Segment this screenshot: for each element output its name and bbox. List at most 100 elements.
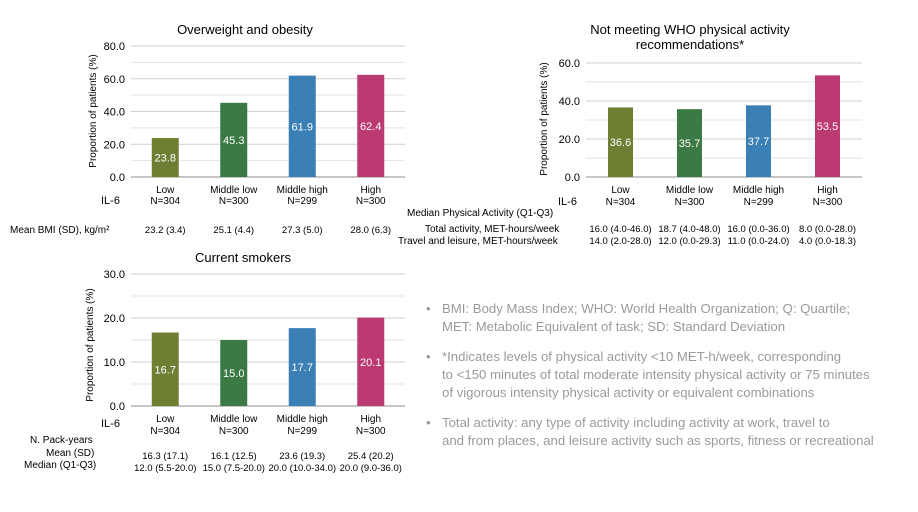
n-label: N=304 bbox=[150, 426, 180, 437]
category-label: Middle high bbox=[277, 185, 328, 196]
bar-value-label: 61.9 bbox=[292, 121, 313, 133]
n-label: N=304 bbox=[150, 196, 180, 207]
extra-value: 23.2 (3.4) bbox=[145, 225, 186, 236]
extra-value: 15.0 (7.5-20.0) bbox=[203, 463, 265, 474]
bullet-icon: • bbox=[426, 415, 431, 430]
extra-label-total-activity: Total activity, MET-hours/week bbox=[425, 224, 560, 235]
extra-value: 16.0 (4.0-46.0) bbox=[589, 224, 651, 235]
n-labels: N=304 N=300 N=299 N=300 bbox=[150, 196, 386, 207]
y-tick-label: 0.0 bbox=[565, 172, 580, 184]
n-label: N=300 bbox=[813, 197, 843, 208]
note-line: to <150 minutes of total moderate intens… bbox=[442, 367, 870, 382]
extra-label-median-q: Median (Q1-Q3) bbox=[24, 460, 96, 471]
extra-values-row-median: 12.0 (5.5-20.0) 15.0 (7.5-20.0) 20.0 (10.0… bbox=[134, 463, 402, 474]
chart-title-line-2: recommendations* bbox=[636, 37, 744, 52]
y-tick-label: 40.0 bbox=[559, 96, 580, 108]
category-label: Low bbox=[156, 414, 175, 425]
y-axis-label: Proportion of patients (%) bbox=[539, 62, 550, 175]
note-line: and from places, and leisure activity su… bbox=[442, 433, 874, 448]
bar-value-label: 16.7 bbox=[155, 364, 176, 376]
extra-label-travel-leisure: Travel and leisure, MET-hours/week bbox=[398, 236, 559, 247]
bar bbox=[677, 109, 702, 177]
extra-value: 8.0 (0.0-28.0) bbox=[799, 224, 856, 235]
note-line: MET: Metabolic Equivalent of task; SD: S… bbox=[442, 319, 786, 334]
n-label: N=299 bbox=[287, 196, 317, 207]
bar bbox=[151, 332, 179, 406]
extra-value: 27.3 (5.0) bbox=[282, 225, 323, 236]
n-label: N=304 bbox=[606, 197, 636, 208]
category-label: Low bbox=[611, 185, 630, 196]
y-axis-label: Proportion of patients (%) bbox=[88, 54, 99, 167]
category-label: High bbox=[360, 414, 381, 425]
row-label-il6: IL-6 bbox=[101, 195, 120, 207]
bar bbox=[608, 107, 633, 177]
category-label: Low bbox=[156, 185, 175, 196]
y-tick-label: 0.0 bbox=[110, 401, 125, 413]
y-axis-label: Proportion of patients (%) bbox=[85, 288, 96, 401]
category-label: High bbox=[360, 185, 381, 196]
bars bbox=[151, 74, 385, 177]
y-tick-label: 30.0 bbox=[104, 269, 125, 281]
chart-title: Current smokers bbox=[195, 250, 292, 265]
bullet-icon: • bbox=[426, 349, 431, 364]
extra-values-row-total: 16.0 (4.0-46.0) 18.7 (4.0-48.0) 16.0 (0.0-… bbox=[589, 224, 856, 235]
bar bbox=[357, 74, 385, 177]
footnotes: • BMI: Body Mass Index; WHO: World Healt… bbox=[424, 300, 914, 462]
bars bbox=[151, 317, 385, 406]
extra-label-pack-years: N. Pack-years bbox=[30, 435, 93, 446]
bar bbox=[220, 102, 248, 177]
y-tick-label: 80.0 bbox=[104, 41, 125, 53]
bar-value-labels: 36.6 35.7 37.7 53.5 bbox=[610, 121, 838, 150]
bar bbox=[220, 340, 248, 406]
y-tick-label: 20.0 bbox=[104, 139, 125, 151]
chart-current-smokers: Current smokers Proportion of patients (… bbox=[24, 250, 405, 474]
extra-value: 11.0 (0.0-24.0) bbox=[728, 236, 790, 247]
category-label: Middle high bbox=[733, 185, 784, 196]
extra-values-row-mean: 16.3 (17.1) 16.1 (12.5) 23.6 (19.3) 25.4 (2… bbox=[142, 451, 393, 462]
category-label: High bbox=[817, 185, 838, 196]
bar-value-label: 17.7 bbox=[292, 362, 313, 374]
note-line: Total activity: any type of activity inc… bbox=[442, 415, 830, 430]
bar-value-label: 20.1 bbox=[360, 357, 381, 369]
bar-value-label: 62.4 bbox=[360, 121, 381, 133]
extra-value: 12.0 (0.0-29.3) bbox=[658, 236, 720, 247]
category-label: Middle low bbox=[210, 414, 258, 425]
bar bbox=[357, 317, 385, 406]
extra-value: 25.1 (4.4) bbox=[213, 225, 254, 236]
y-tick-label: 10.0 bbox=[104, 357, 125, 369]
extra-value: 16.3 (17.1) bbox=[142, 451, 188, 462]
n-label: N=300 bbox=[356, 196, 386, 207]
extra-values-row-travel: 14.0 (2.0-28.0) 12.0 (0.0-29.3) 11.0 (0.0-… bbox=[589, 236, 856, 247]
chart-title: Overweight and obesity bbox=[177, 22, 313, 37]
n-label: N=300 bbox=[675, 197, 705, 208]
bar bbox=[288, 75, 316, 177]
y-tick-labels: 0.0 10.0 20.0 30.0 bbox=[104, 269, 125, 413]
extra-value: 20.0 (10.0-34.0) bbox=[268, 463, 336, 474]
bar-value-label: 35.7 bbox=[679, 138, 700, 150]
extra-label-median-pa: Median Physical Activity (Q1-Q3) bbox=[407, 208, 553, 219]
n-labels: N=304 N=300 N=299 N=300 bbox=[150, 426, 386, 437]
chart-physical-activity: Not meeting WHO physical activity recomm… bbox=[398, 22, 862, 247]
extra-values-row: 23.2 (3.4) 25.1 (4.4) 27.3 (5.0) 28.0 (6.3) bbox=[145, 225, 391, 236]
row-label-il6: IL-6 bbox=[101, 418, 120, 430]
n-label: N=299 bbox=[287, 426, 317, 437]
note-line: of vigorous intensity physical activity … bbox=[442, 385, 815, 400]
category-labels: Low Middle low Middle high High bbox=[611, 185, 837, 196]
bar-value-labels: 23.8 45.3 61.9 62.4 bbox=[155, 121, 382, 165]
extra-value: 16.1 (12.5) bbox=[211, 451, 257, 462]
n-label: N=300 bbox=[219, 426, 249, 437]
bar-value-labels: 16.7 15.0 17.7 20.1 bbox=[155, 357, 382, 380]
category-label: Middle high bbox=[277, 414, 328, 425]
note-abbreviations: • BMI: Body Mass Index; WHO: World Healt… bbox=[424, 300, 914, 336]
n-label: N=300 bbox=[356, 426, 386, 437]
extra-value: 20.0 (9.0-36.0) bbox=[340, 463, 402, 474]
row-label-il6: IL-6 bbox=[558, 196, 577, 208]
category-label: Middle low bbox=[666, 185, 714, 196]
bar bbox=[746, 105, 771, 177]
y-tick-label: 0.0 bbox=[110, 172, 125, 184]
bar bbox=[815, 75, 840, 177]
chart-title-line-1: Not meeting WHO physical activity bbox=[590, 22, 790, 37]
chart-overweight-obesity: Overweight and obesity Proportion of pat… bbox=[10, 22, 405, 236]
category-label: Middle low bbox=[210, 185, 258, 196]
